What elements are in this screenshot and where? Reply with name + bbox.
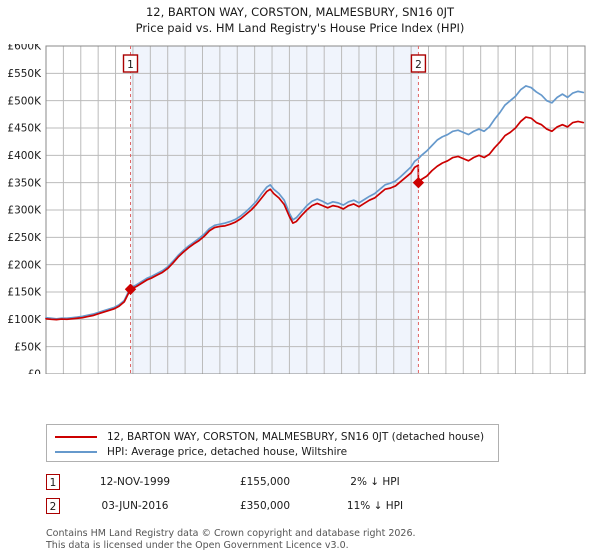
- marker-badge-label-1: 1: [127, 59, 134, 71]
- transaction-date-1: 12-NOV-1999: [99, 476, 171, 488]
- y-axis-tick-label: £500K: [7, 95, 42, 107]
- y-axis-tick-label: £350K: [7, 177, 42, 189]
- series-line-hpi: [45, 85, 585, 320]
- title-subtitle: Price paid vs. HM Land Registry's House …: [135, 21, 465, 35]
- series-line-property: [45, 116, 585, 321]
- chart-svg: £0 £50K £100K £150K £200K £250K £300K £350K £400…: [7, 44, 586, 374]
- y-axis-tick-label: £300K: [7, 205, 42, 217]
- y-axis-tick-label: £150K: [7, 287, 42, 299]
- transaction-hpi-delta-1: 2% ↓ HPI: [350, 476, 400, 488]
- price-point-marker-1: [124, 283, 137, 295]
- copyright-footer: Contains HM Land Registry data © Crown c…: [46, 528, 586, 551]
- transaction-date-2: 03-JUN-2016: [101, 500, 169, 512]
- licence-line-2: This data is licensed under the Open Gov…: [46, 539, 349, 551]
- marker-badge-box-2: [410, 54, 427, 73]
- marker-badge-label-2: 2: [415, 59, 422, 71]
- legend-item-hpi: HPI: Average price, detached house, Wilt…: [47, 444, 498, 459]
- transaction-table: 1 12-NOV-1999 £155,000 2% ↓ HPI 2 03-JUN…: [46, 470, 506, 518]
- y-axis-tick-label: £50K: [14, 341, 42, 353]
- y-axis-tick-label: £250K: [7, 232, 42, 244]
- y-axis-tick-label: £550K: [7, 68, 42, 80]
- y-axis-tick-label: £200K: [7, 259, 42, 271]
- legend-color-swatch-hpi: [55, 450, 97, 453]
- y-axis-tick-label: £100K: [7, 314, 42, 326]
- y-axis-tick-label: £450K: [7, 123, 42, 135]
- price-history-chart: £0 £50K £100K £150K £200K £250K £300K £350K £400…: [0, 44, 600, 374]
- transaction-price-1: £155,000: [239, 476, 291, 488]
- y-axis-tick-label: £600K: [7, 44, 42, 53]
- y-axis-tick-label: £0: [28, 369, 41, 374]
- legend-item-property: 12, BARTON WAY, CORSTON, MALMESBURY, SN1…: [47, 429, 498, 444]
- title-address: 12, BARTON WAY, CORSTON, MALMESBURY, SN1…: [145, 5, 455, 19]
- legend-color-swatch-property: [55, 435, 97, 438]
- transaction-badge-1: 1: [46, 474, 60, 490]
- table-row: 1 12-NOV-1999 £155,000 2% ↓ HPI: [46, 470, 506, 494]
- chart-legend: 12, BARTON WAY, CORSTON, MALMESBURY, SN1…: [46, 424, 499, 462]
- transaction-badge-2: 2: [46, 498, 60, 514]
- marker-badge-box-1: [122, 54, 139, 73]
- copyright-line-1: Contains HM Land Registry data © Crown c…: [46, 528, 416, 539]
- legend-label-property: 12, BARTON WAY, CORSTON, MALMESBURY, SN1…: [107, 430, 485, 443]
- legend-label-hpi: HPI: Average price, detached house, Wilt…: [107, 445, 348, 458]
- table-row: 2 03-JUN-2016 £350,000 11% ↓ HPI: [46, 494, 506, 518]
- page-title: 12, BARTON WAY, CORSTON, MALMESBURY, SN1…: [0, 0, 600, 36]
- plot-frame: [45, 45, 586, 374]
- transaction-price-2: £350,000: [239, 500, 291, 512]
- transaction-hpi-delta-2: 11% ↓ HPI: [346, 500, 404, 512]
- y-axis-tick-label: £400K: [7, 150, 42, 162]
- price-point-marker-2: [412, 176, 425, 189]
